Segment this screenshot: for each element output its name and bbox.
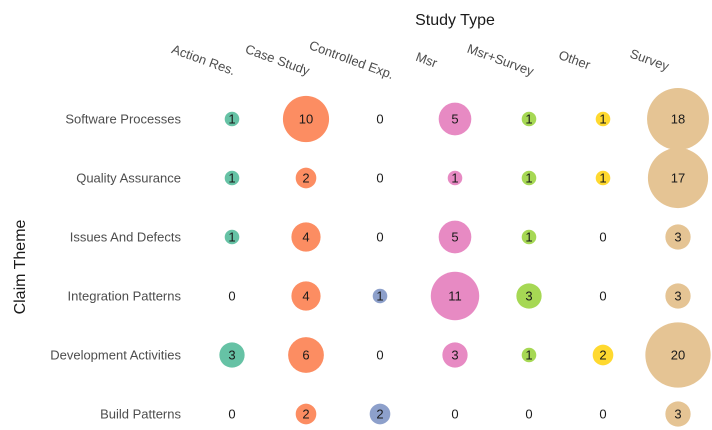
value-label-software-processes-msr-survey: 1 [525,112,532,127]
value-label-build-patterns-case-study: 2 [302,407,309,422]
value-label-build-patterns-msr-survey: 0 [525,407,532,422]
value-label-build-patterns-msr: 0 [451,407,458,422]
value-label-integration-patterns-action-res: 0 [228,289,235,304]
value-label-quality-assurance-msr-survey: 1 [525,171,532,186]
bubble-quality-assurance-case-study [295,167,317,189]
value-label-development-activities-other: 2 [599,348,606,363]
y-axis-title: Claim Theme [12,219,29,314]
bubble-build-patterns-survey [665,401,691,427]
bubble-integration-patterns-msr-survey [516,283,542,309]
column-label-case-study: Case Study [243,41,312,78]
value-label-quality-assurance-controlled-exp: 0 [376,171,383,186]
value-label-integration-patterns-survey: 3 [674,289,681,304]
value-label-software-processes-case-study: 10 [299,112,313,127]
row-label-build-patterns: Build Patterns [100,407,181,422]
value-label-issues-and-defects-msr: 5 [451,230,458,245]
value-label-quality-assurance-case-study: 2 [302,171,309,186]
value-label-issues-and-defects-controlled-exp: 0 [376,230,383,245]
bubble-issues-and-defects-survey [665,224,691,250]
bubble-layer [219,88,711,427]
value-label-development-activities-msr: 3 [451,348,458,363]
bubble-development-activities-survey [645,322,711,388]
bubble-quality-assurance-msr [447,170,463,186]
column-label-action-res: Action Res. [170,41,238,78]
value-label-quality-assurance-survey: 17 [671,171,685,186]
value-label-integration-patterns-msr: 11 [448,289,462,304]
cell-labels: 1 10 0 5 1 1 181 2 0 1 1 1 171 4 0 5 1 0 30 4 1 11 3 0 33 6 0 3 1 2 20… [228,112,685,422]
value-label-software-processes-action-res: 1 [228,112,235,127]
bubble-quality-assurance-msr-survey [521,170,537,186]
bubble-software-processes-msr [438,102,472,136]
row-label-issues-and-defects: Issues And Defects [70,230,182,245]
value-label-development-activities-survey: 20 [671,348,685,363]
value-label-build-patterns-controlled-exp: 2 [376,407,383,422]
column-label-msr-survey: Msr+Survey [465,41,536,79]
bubble-integration-patterns-case-study [291,281,321,311]
value-label-software-processes-survey: 18 [671,112,685,127]
value-label-development-activities-case-study: 6 [302,348,309,363]
bubble-development-activities-msr [442,342,468,368]
column-label-other: Other [557,47,593,72]
chart-title: Study Type [415,12,495,29]
bubble-issues-and-defects-case-study [291,222,321,252]
bubble-integration-patterns-controlled-exp [372,288,388,304]
bubble-quality-assurance-other [595,170,611,186]
value-label-issues-and-defects-msr-survey: 1 [525,230,532,245]
row-label-quality-assurance: Quality Assurance [76,171,181,186]
value-label-build-patterns-action-res: 0 [228,407,235,422]
bubble-quality-assurance-survey [647,147,709,209]
bubble-build-patterns-case-study [295,403,317,425]
column-label-survey: Survey [628,46,672,74]
value-label-development-activities-controlled-exp: 0 [376,348,383,363]
bubble-integration-patterns-msr [430,271,480,321]
value-label-integration-patterns-case-study: 4 [302,289,309,304]
value-label-software-processes-controlled-exp: 0 [376,112,383,127]
row-label-development-activities: Development Activities [50,348,181,363]
column-label-controlled-exp: Controlled Exp. [307,38,396,82]
bubble-development-activities-case-study [288,337,324,373]
bubble-development-activities-msr-survey [521,347,537,363]
bubble-software-processes-survey [647,88,709,150]
bubble-software-processes-other [595,111,611,127]
value-label-software-processes-other: 1 [599,112,606,127]
value-label-quality-assurance-action-res: 1 [228,171,235,186]
bubble-software-processes-case-study [282,95,330,143]
value-label-build-patterns-other: 0 [599,407,606,422]
value-label-software-processes-msr: 5 [451,112,458,127]
value-label-integration-patterns-other: 0 [599,289,606,304]
row-labels: Software Processes Quality Assurance Issue… [50,112,181,422]
value-label-development-activities-msr-survey: 1 [525,348,532,363]
bubble-development-activities-other [592,344,614,366]
column-label-msr: Msr [414,49,440,71]
bubble-software-processes-msr-survey [521,111,537,127]
row-label-integration-patterns: Integration Patterns [68,289,182,304]
value-label-issues-and-defects-case-study: 4 [302,230,309,245]
value-label-build-patterns-survey: 3 [674,407,681,422]
value-label-issues-and-defects-other: 0 [599,230,606,245]
bubble-integration-patterns-survey [665,283,691,309]
bubble-quality-assurance-action-res [224,170,240,186]
value-label-issues-and-defects-survey: 3 [674,230,681,245]
value-label-issues-and-defects-action-res: 1 [228,230,235,245]
value-label-integration-patterns-controlled-exp: 1 [376,289,383,304]
value-label-quality-assurance-other: 1 [599,171,606,186]
value-label-quality-assurance-msr: 1 [451,171,458,186]
bubble-software-processes-action-res [224,111,240,127]
bubble-issues-and-defects-msr [438,220,472,254]
bubble-development-activities-action-res [219,342,245,368]
bubble-build-patterns-controlled-exp [369,403,391,425]
value-label-integration-patterns-msr-survey: 3 [525,289,532,304]
bubble-issues-and-defects-msr-survey [521,229,537,245]
row-label-software-processes: Software Processes [65,112,181,127]
value-label-development-activities-action-res: 3 [228,348,235,363]
bubble-issues-and-defects-action-res [224,229,240,245]
